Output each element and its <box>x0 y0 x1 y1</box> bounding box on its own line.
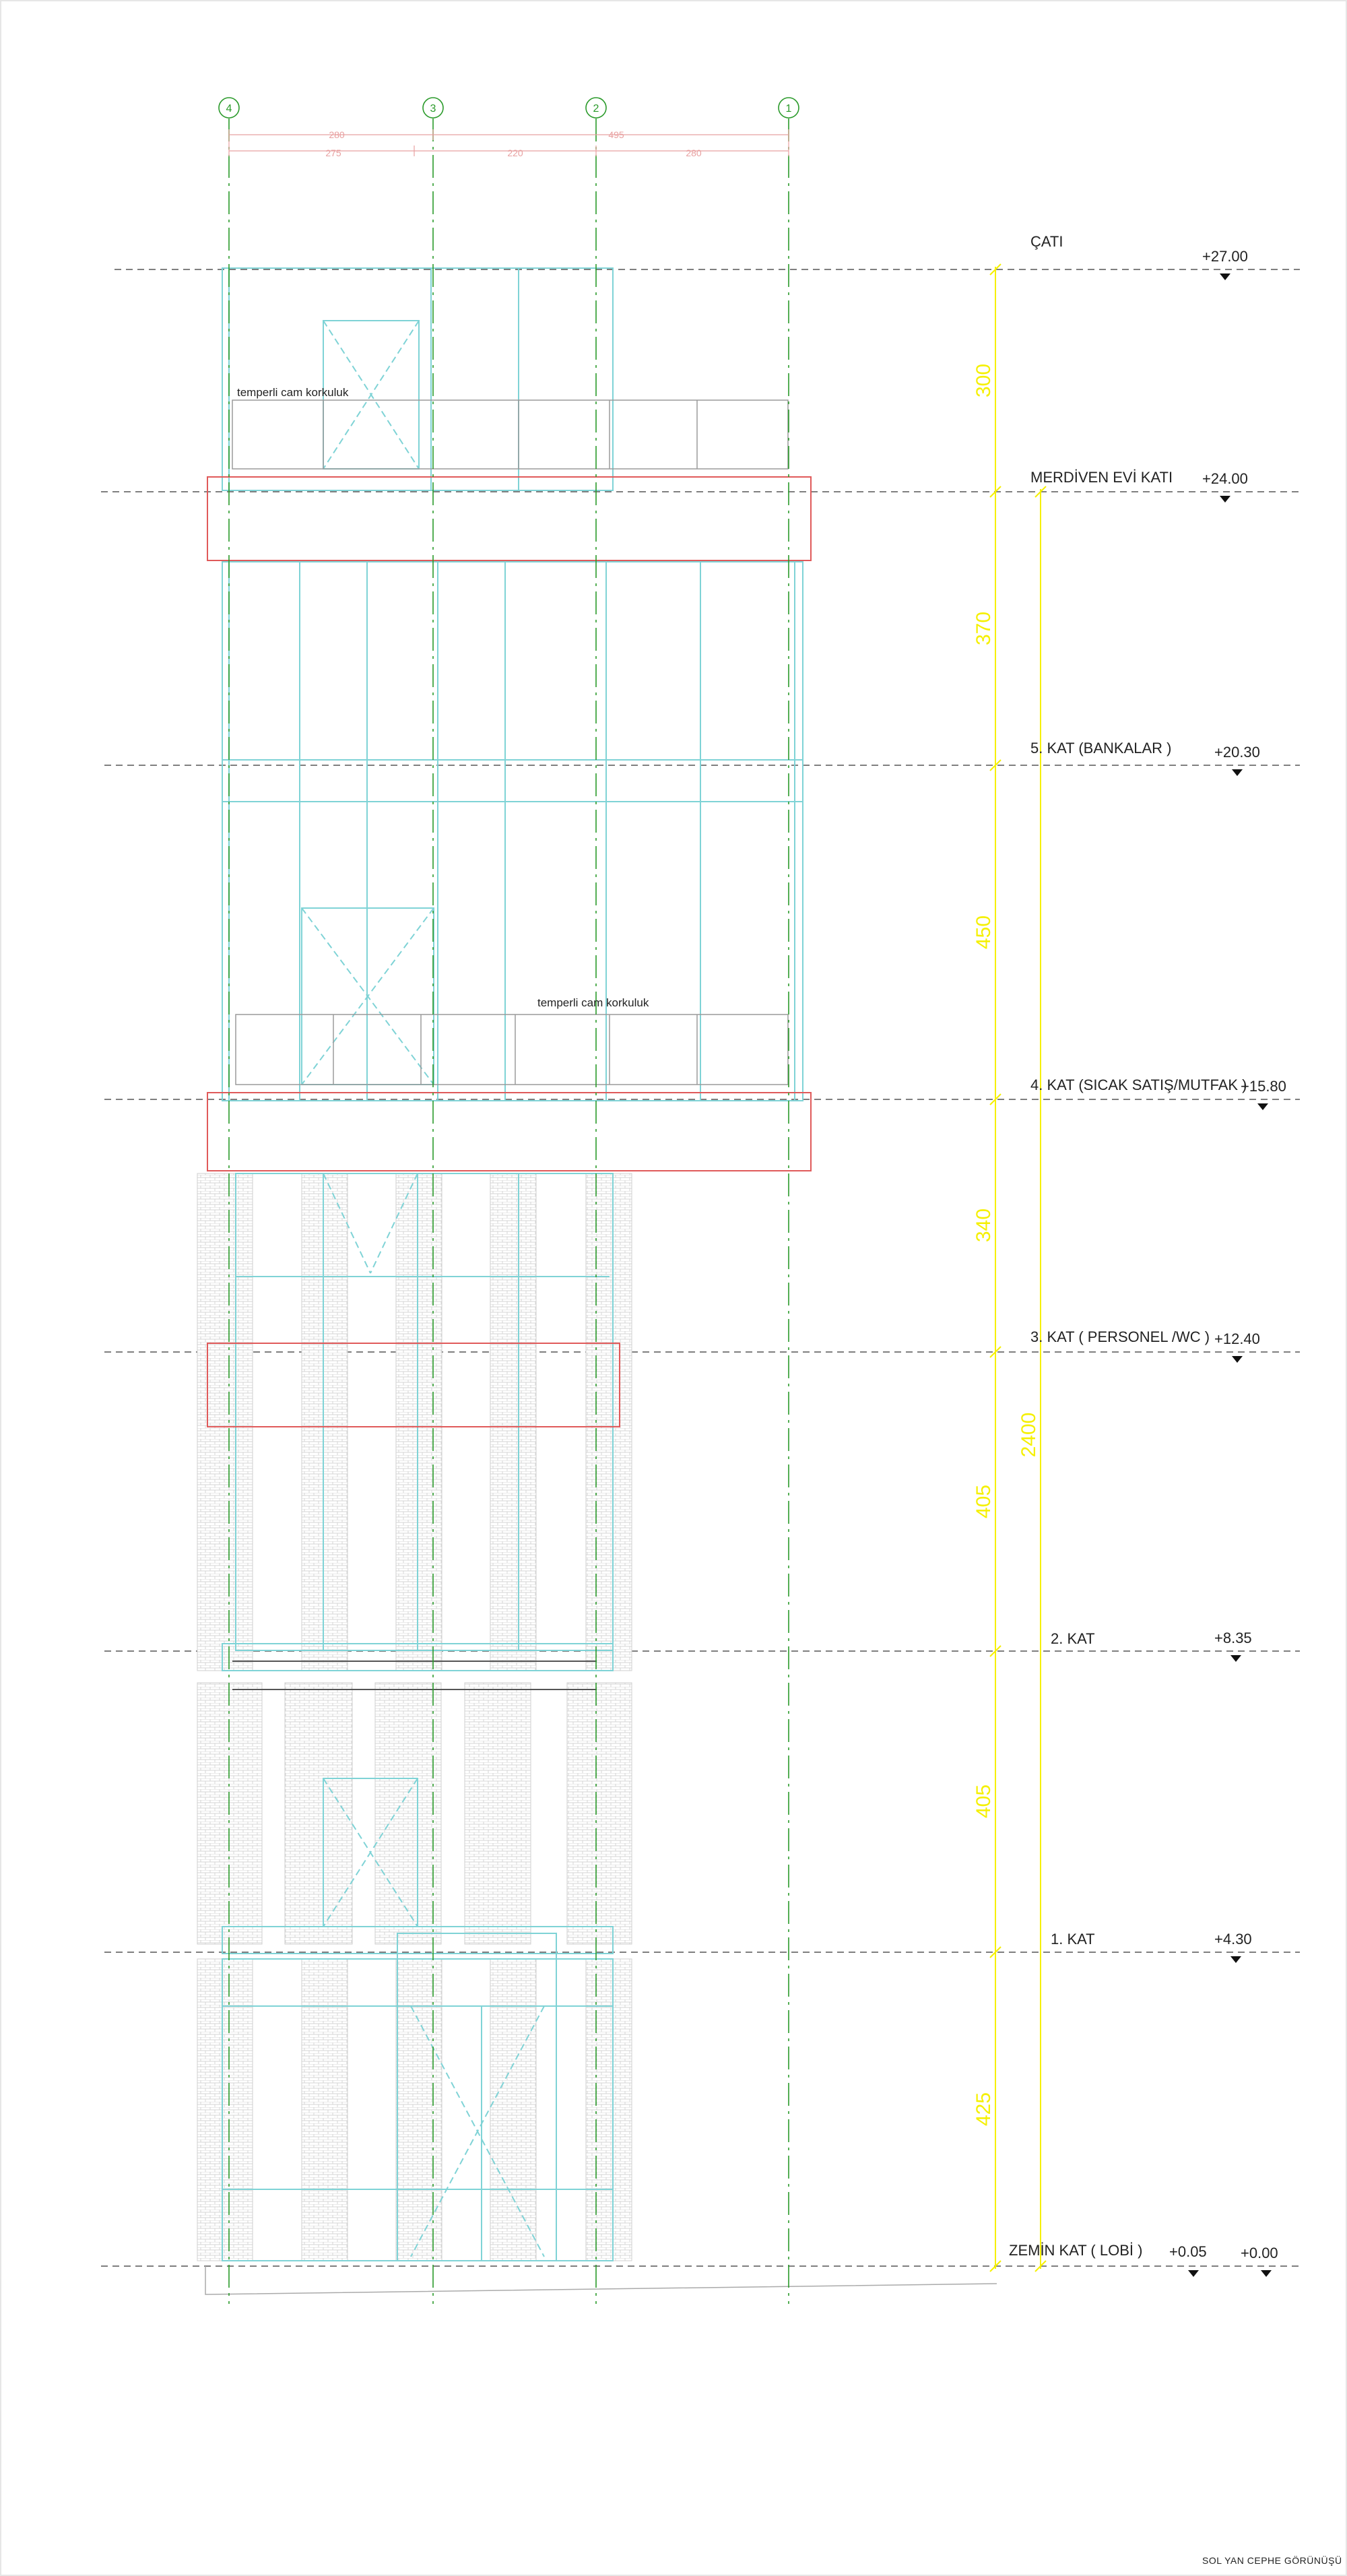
pier-mid-1 <box>197 1682 263 1945</box>
elevation-4kat: +15.80 <box>1241 1078 1286 1095</box>
slab-merdiven <box>207 476 812 561</box>
storey-dim-7: 425 <box>973 2092 995 2126</box>
upper-curtain-wall <box>222 561 803 1101</box>
vertical-dimensions <box>989 263 1047 2272</box>
pier-low-5 <box>585 1958 632 2261</box>
pier-low-2 <box>301 1958 348 2261</box>
entrance-frame <box>397 1933 557 2261</box>
pier-low-4 <box>490 1958 537 2261</box>
elevation-marker-icon <box>1220 496 1230 503</box>
slab-4kat <box>207 1092 812 1171</box>
elevation-ground: +0.00 <box>1241 2245 1278 2261</box>
axis-label-3: 3 <box>430 103 436 115</box>
storey-dim-1: 300 <box>973 364 995 397</box>
top-dim-2: 495 <box>608 129 624 140</box>
storey-dim-2: 370 <box>973 612 995 645</box>
slab-outlines <box>207 476 812 1427</box>
penthouse-frame <box>222 267 614 491</box>
pier-upper-2 <box>301 1173 348 1671</box>
railing-lower <box>235 1014 789 1085</box>
elevation-2kat: +8.35 <box>1214 1630 1252 1646</box>
elevation-marker-icon <box>1261 2270 1272 2277</box>
drawing-title: SOL YAN CEPHE GÖRÜNÜŞÜ <box>1202 2554 1342 2566</box>
storey-dim-3: 450 <box>973 915 995 949</box>
level-name-5kat: 5. KAT (BANKALAR ) <box>1030 740 1171 756</box>
mid-door <box>323 1778 418 1927</box>
storey-dim-4: 340 <box>973 1209 995 1242</box>
elevation-marker-icon <box>1257 1103 1268 1110</box>
elevation-zemin: +0.05 <box>1169 2243 1207 2260</box>
storey-dim-5: 405 <box>973 1485 995 1518</box>
axis-marker-1: 1 <box>778 97 799 119</box>
pier-upper-3 <box>395 1173 442 1671</box>
level-name-1kat: 1. KAT <box>1051 1931 1095 1947</box>
total-height-dim: 2400 <box>1018 1413 1040 1458</box>
axis-label-1: 1 <box>786 103 792 115</box>
level-name-4kat: 4. KAT (SICAK SATIŞ/MUTFAK ) <box>1030 1076 1247 1093</box>
top-dimensions <box>228 129 789 156</box>
pier-upper-5 <box>585 1173 632 1671</box>
pier-mid-3 <box>374 1682 442 1945</box>
pier-upper-4 <box>490 1173 537 1671</box>
elevation-cati: +27.00 <box>1202 248 1248 265</box>
pier-mid-4 <box>464 1682 531 1945</box>
level-name-3kat: 3. KAT ( PERSONEL /WC ) <box>1030 1328 1210 1345</box>
pier-low-1 <box>197 1958 253 2261</box>
top-dim-5: 280 <box>686 148 702 158</box>
pier-mid-2 <box>284 1682 353 1945</box>
glass-railings <box>205 399 997 2295</box>
elevation-merdiven: +24.00 <box>1202 470 1248 487</box>
level-name-2kat: 2. KAT <box>1051 1630 1095 1647</box>
storey-dim-6: 405 <box>973 1784 995 1818</box>
axis-markers: 4 3 2 1 <box>218 97 799 119</box>
railing-upper <box>232 399 789 470</box>
pier-mid-5 <box>566 1682 632 1945</box>
elevation-5kat: +20.30 <box>1214 744 1260 761</box>
axis-marker-3: 3 <box>422 97 444 119</box>
axis-lines <box>228 119 789 2304</box>
top-dim-4: 220 <box>507 148 523 158</box>
note-glass-railing-upper: temperli cam korkuluk <box>237 386 349 399</box>
top-dim-3: 275 <box>325 148 341 158</box>
elevation-marker-icon <box>1220 273 1230 280</box>
elevation-marker-icon <box>1230 1655 1241 1662</box>
note-glass-railing-lower: temperli cam korkuluk <box>537 996 649 1009</box>
elevation-markers <box>1188 273 1272 2277</box>
level-name-zemin: ZEMİN KAT ( LOBİ ) <box>1009 2242 1142 2259</box>
axis-label-2: 2 <box>593 103 599 115</box>
top-dim-1: 280 <box>329 129 345 140</box>
elevation-1kat: +4.30 <box>1214 1931 1252 1947</box>
mid-band <box>222 1643 614 1671</box>
axis-marker-4: 4 <box>218 97 240 119</box>
axis-marker-2: 2 <box>585 97 607 119</box>
elevation-marker-icon <box>1188 2270 1199 2277</box>
axis-label-4: 4 <box>226 103 232 115</box>
pier-low-3 <box>395 1958 442 2261</box>
mid-frame-upper <box>235 1173 614 1651</box>
level-name-merdiven: MERDİVEN EVİ KATI <box>1030 469 1173 486</box>
elevation-marker-icon <box>1230 1956 1241 1963</box>
slab-3kat <box>207 1343 620 1427</box>
pier-upper-1 <box>197 1173 253 1671</box>
elevation-3kat: +12.40 <box>1214 1330 1260 1347</box>
cladding-piers <box>197 1173 632 2261</box>
elevation-marker-icon <box>1232 1356 1243 1363</box>
elevation-marker-icon <box>1232 769 1243 776</box>
level-name-cati: ÇATI <box>1030 233 1063 250</box>
